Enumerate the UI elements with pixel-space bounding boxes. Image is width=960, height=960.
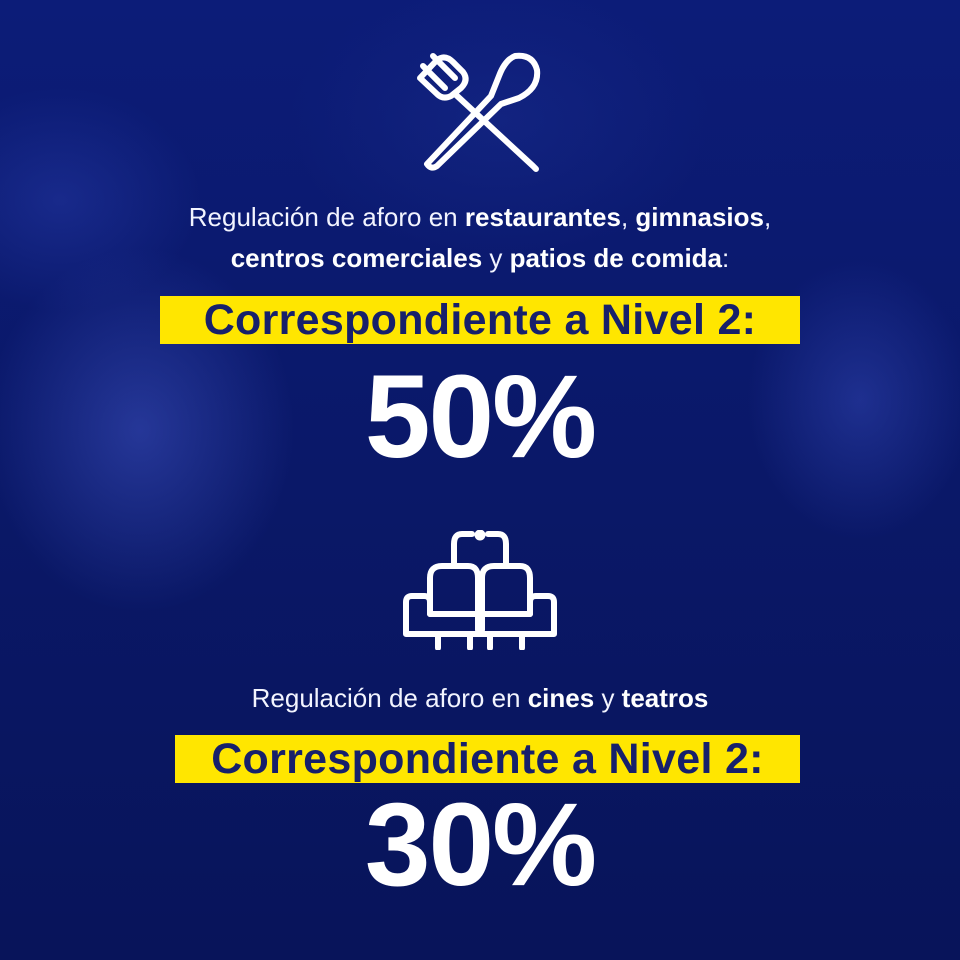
text: Regulación de aforo en <box>251 683 528 713</box>
food-description: Regulación de aforo en restaurantes, gim… <box>0 197 960 279</box>
text: y <box>594 683 622 713</box>
fork-spoon-icon <box>417 52 541 172</box>
text: , <box>620 202 636 232</box>
food-percentage: 50% <box>364 351 597 483</box>
cinema-description: Regulación de aforo en cines y teatros <box>0 678 960 719</box>
cines-bold: cines <box>527 683 595 713</box>
teatros-bold: teatros <box>621 683 709 713</box>
patios-de-comida-bold: patios de comida <box>509 243 723 273</box>
text: y <box>482 243 510 273</box>
food-description-line-2: centros comerciales y patios de comida: <box>0 238 960 279</box>
text: : <box>722 243 730 273</box>
text: Regulación de aforo en <box>188 202 465 232</box>
restaurantes-bold: restaurantes <box>464 202 621 232</box>
text: , <box>763 202 772 232</box>
food-description-line-1: Regulación de aforo en restaurantes, gim… <box>0 197 960 238</box>
gimnasios-bold: gimnasios <box>635 202 764 232</box>
centros-comerciales-bold: centros comerciales <box>230 243 483 273</box>
cinema-percentage: 30% <box>364 779 597 911</box>
cinema-seats-icon <box>403 530 557 650</box>
level-band-cinema: Correspondiente a Nivel 2: <box>175 735 800 783</box>
level-band-food: Correspondiente a Nivel 2: <box>160 296 800 344</box>
